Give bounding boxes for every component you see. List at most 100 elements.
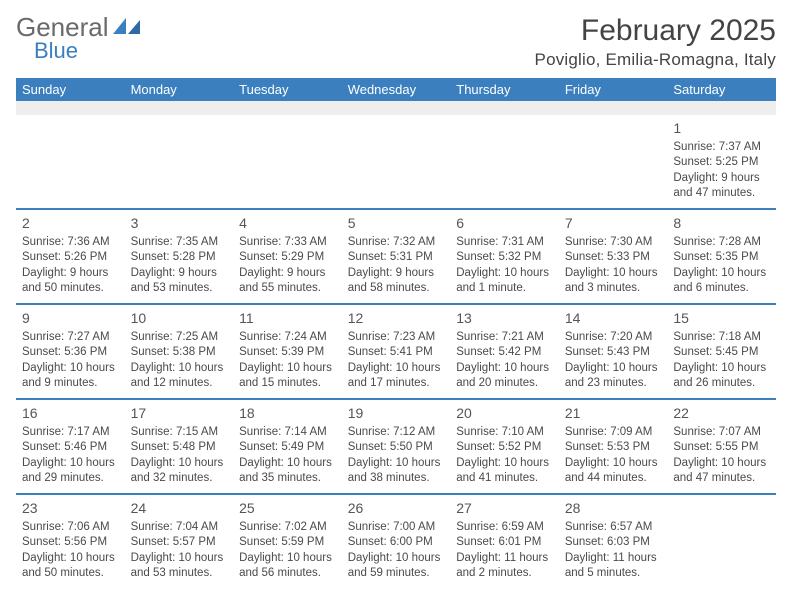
sunset-line: Sunset: 6:03 PM — [565, 535, 662, 551]
daylight-line-2: and 47 minutes. — [673, 471, 770, 487]
logo-text-block: General Blue — [16, 14, 109, 64]
calendar-empty-cell — [559, 115, 668, 209]
calendar-empty-cell — [450, 115, 559, 209]
day-number: 8 — [673, 214, 770, 233]
sunrise-line: Sunrise: 7:37 AM — [673, 140, 770, 156]
calendar-day-cell: 8Sunrise: 7:28 AMSunset: 5:35 PMDaylight… — [667, 209, 776, 304]
day-number: 9 — [22, 309, 119, 328]
sunset-line: Sunset: 5:52 PM — [456, 440, 553, 456]
sunset-line: Sunset: 5:53 PM — [565, 440, 662, 456]
daylight-line-1: Daylight: 9 hours — [22, 266, 119, 282]
day-number: 28 — [565, 499, 662, 518]
page-header: General Blue February 2025 Poviglio, Emi… — [16, 14, 776, 70]
calendar-day-cell: 5Sunrise: 7:32 AMSunset: 5:31 PMDaylight… — [342, 209, 451, 304]
day-number: 24 — [131, 499, 228, 518]
sunset-line: Sunset: 5:25 PM — [673, 155, 770, 171]
sunset-line: Sunset: 5:50 PM — [348, 440, 445, 456]
calendar-day-cell: 17Sunrise: 7:15 AMSunset: 5:48 PMDayligh… — [125, 399, 234, 494]
calendar-empty-cell — [667, 494, 776, 588]
calendar-day-cell: 15Sunrise: 7:18 AMSunset: 5:45 PMDayligh… — [667, 304, 776, 399]
daylight-line-1: Daylight: 10 hours — [565, 266, 662, 282]
calendar-day-cell: 3Sunrise: 7:35 AMSunset: 5:28 PMDaylight… — [125, 209, 234, 304]
calendar-empty-cell — [342, 115, 451, 209]
sunset-line: Sunset: 5:45 PM — [673, 345, 770, 361]
sunset-line: Sunset: 5:59 PM — [239, 535, 336, 551]
sunrise-line: Sunrise: 7:07 AM — [673, 425, 770, 441]
day-number: 15 — [673, 309, 770, 328]
calendar-day-cell: 19 Sunrise: 7:12 AMSunset: 5:50 PMDayligh… — [342, 399, 451, 494]
calendar-week-row: 1Sunrise: 7:37 AMSunset: 5:25 PMDaylight… — [16, 115, 776, 209]
sunrise-line: Sunrise: 7:12 AM — [348, 425, 445, 441]
day-number: 20 — [456, 404, 553, 423]
calendar-day-cell: 9Sunrise: 7:27 AMSunset: 5:36 PMDaylight… — [16, 304, 125, 399]
calendar-day-cell: 2Sunrise: 7:36 AMSunset: 5:26 PMDaylight… — [16, 209, 125, 304]
daylight-line-2: and 2 minutes. — [456, 566, 553, 582]
daylight-line-2: and 53 minutes. — [131, 566, 228, 582]
day-number: 25 — [239, 499, 336, 518]
calendar-header-row: SundayMondayTuesdayWednesdayThursdayFrid… — [16, 78, 776, 101]
sunrise-line: Sunrise: 7:18 AM — [673, 330, 770, 346]
daylight-line-2: and 32 minutes. — [131, 471, 228, 487]
daylight-line-2: and 29 minutes. — [22, 471, 119, 487]
sunset-line: Sunset: 5:36 PM — [22, 345, 119, 361]
day-number: 3 — [131, 214, 228, 233]
daylight-line-1: Daylight: 9 hours — [131, 266, 228, 282]
sunset-line: Sunset: 5:32 PM — [456, 250, 553, 266]
sunset-line: Sunset: 5:29 PM — [239, 250, 336, 266]
day-number: 19 — [348, 404, 445, 423]
calendar-week-row: 16 Sunrise: 7:17 AMSunset: 5:46 PM Dayligh… — [16, 399, 776, 494]
blank-cell — [559, 101, 668, 115]
daylight-line-2: and 23 minutes. — [565, 376, 662, 392]
calendar-table: SundayMondayTuesdayWednesdayThursdayFrid… — [16, 78, 776, 588]
daylight-line-2: and 53 minutes. — [131, 281, 228, 297]
sunset-line: Sunset: 5:26 PM — [22, 250, 119, 266]
sunset-line: Sunset: 5:46 PM — [22, 440, 119, 456]
calendar-empty-cell — [16, 115, 125, 209]
daylight-line-1: Daylight: 10 hours — [348, 551, 445, 567]
daylight-line-2: and 58 minutes. — [348, 281, 445, 297]
sunset-line: Sunset: 5:49 PM — [239, 440, 336, 456]
sunrise-line: Sunrise: 7:10 AM — [456, 425, 553, 441]
day-number: 16 — [22, 404, 119, 423]
calendar-empty-cell — [125, 115, 234, 209]
sunrise-line: Sunrise: 7:09 AM — [565, 425, 662, 441]
daylight-line-1: Daylight: 9 hours — [348, 266, 445, 282]
daylight-line-1: Daylight: 10 hours — [565, 456, 662, 472]
calendar-day-cell: 12Sunrise: 7:23 AMSunset: 5:41 PMDayligh… — [342, 304, 451, 399]
calendar-day-cell: 28Sunrise: 6:57 AMSunset: 6:03 PMDayligh… — [559, 494, 668, 588]
day-number: 26 — [348, 499, 445, 518]
sunset-line: Sunset: 5:55 PM — [673, 440, 770, 456]
sunrise-line: Sunrise: 7:23 AM — [348, 330, 445, 346]
weekday-header: Wednesday — [342, 78, 451, 101]
daylight-line-2: and 26 minutes. — [673, 376, 770, 392]
calendar-day-cell: 24Sunrise: 7:04 AMSunset: 5:57 PMDayligh… — [125, 494, 234, 588]
logo-sail-icon — [113, 18, 141, 36]
sunrise-line: Sunrise: 7:20 AM — [565, 330, 662, 346]
daylight-line-1: Daylight: 11 hours — [456, 551, 553, 567]
sunset-line: Sunset: 5:35 PM — [673, 250, 770, 266]
day-number: 21 — [565, 404, 662, 423]
blank-row — [16, 101, 776, 115]
sunrise-line: Sunrise: 7:28 AM — [673, 235, 770, 251]
calendar-day-cell: 21 Sunrise: 7:09 AMSunset: 5:53 PMDayligh… — [559, 399, 668, 494]
sunrise-line: Sunrise: 7:17 AM — [22, 425, 119, 441]
daylight-line-1: Daylight: 10 hours — [239, 551, 336, 567]
sunrise-line: Sunrise: 7:14 AM — [239, 425, 336, 441]
daylight-line-2: and 59 minutes. — [348, 566, 445, 582]
day-number: 1 — [673, 119, 770, 138]
blank-cell — [667, 101, 776, 115]
daylight-line-2: and 38 minutes. — [348, 471, 445, 487]
daylight-line-2: and 44 minutes. — [565, 471, 662, 487]
sunrise-line: Sunrise: 7:06 AM — [22, 520, 119, 536]
sunset-line: Sunset: 5:42 PM — [456, 345, 553, 361]
calendar-week-row: 9Sunrise: 7:27 AMSunset: 5:36 PMDaylight… — [16, 304, 776, 399]
daylight-line-2: and 1 minute. — [456, 281, 553, 297]
daylight-line-1: Daylight: 10 hours — [348, 456, 445, 472]
sunrise-line: Sunrise: 7:21 AM — [456, 330, 553, 346]
daylight-line-1: Daylight: 10 hours — [456, 456, 553, 472]
day-number: 2 — [22, 214, 119, 233]
calendar-day-cell: 1Sunrise: 7:37 AMSunset: 5:25 PMDaylight… — [667, 115, 776, 209]
day-number: 7 — [565, 214, 662, 233]
sunrise-line: Sunrise: 7:30 AM — [565, 235, 662, 251]
calendar-body: 1 Sunrise: 7:37 AMSunset: 5:25 PM Daylight… — [16, 101, 776, 588]
